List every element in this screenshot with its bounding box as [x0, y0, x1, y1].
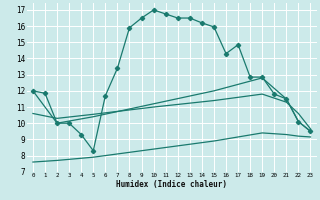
X-axis label: Humidex (Indice chaleur): Humidex (Indice chaleur) [116, 180, 227, 189]
